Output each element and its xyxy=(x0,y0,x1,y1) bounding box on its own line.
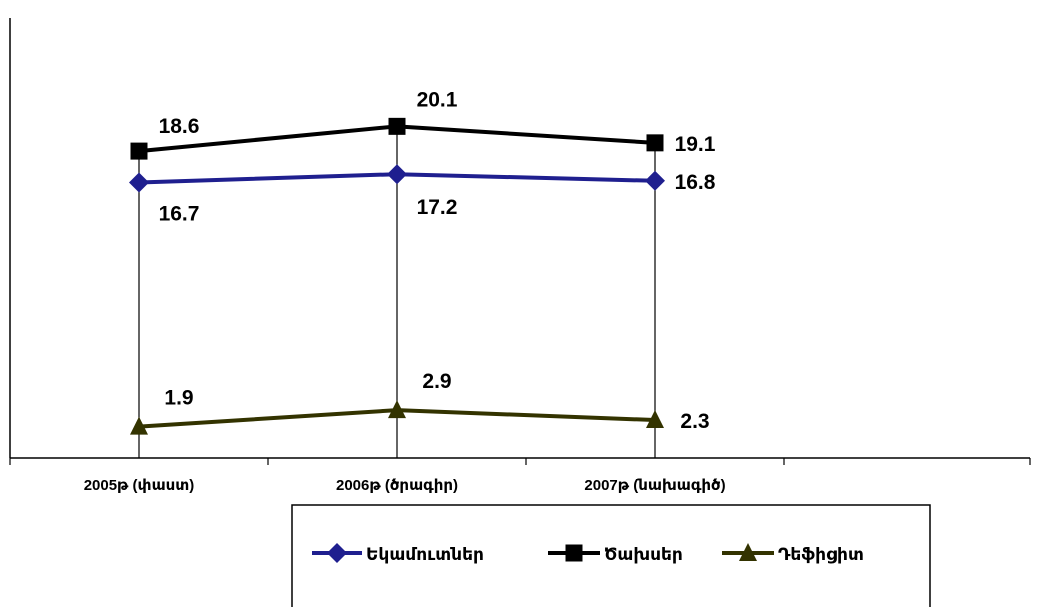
legend-expenses-marker xyxy=(565,544,583,562)
deficit-point-1 xyxy=(130,416,148,435)
income-data-label-2: 17.2 xyxy=(417,196,458,219)
expenses-point-2 xyxy=(388,117,406,135)
legend-box xyxy=(291,504,931,607)
legend-deficit-marker xyxy=(739,543,757,561)
deficit-data-label-1: 1.9 xyxy=(164,387,193,410)
income-point-3 xyxy=(645,170,665,191)
expenses-data-label-3: 19.1 xyxy=(675,133,716,156)
legend-expenses-label: Ծախսեր xyxy=(604,545,683,564)
income-point-1 xyxy=(129,172,149,193)
income-data-label-3: 16.8 xyxy=(675,171,716,194)
legend-deficit-label: Դեֆիցիտ xyxy=(778,545,864,564)
expenses-data-label-1: 18.6 xyxy=(159,115,200,138)
expenses-point-1 xyxy=(130,142,148,160)
x-tick-label-2: 2006թ (ծրագիր) xyxy=(336,477,458,494)
x-tick-label-3: 2007թ (նախագիծ) xyxy=(584,477,725,494)
expenses-data-label-2: 20.1 xyxy=(417,88,458,111)
x-tick-label-1: 2005թ (փաստ) xyxy=(84,477,195,494)
deficit-point-2 xyxy=(388,400,406,419)
income-point-2 xyxy=(387,164,407,185)
deficit-data-label-2: 2.9 xyxy=(422,370,451,393)
deficit-data-label-3: 2.3 xyxy=(680,410,709,433)
legend-income-marker xyxy=(327,543,347,563)
income-data-label-1: 16.7 xyxy=(159,202,200,225)
legend-income-label: Եկամուտներ xyxy=(366,545,484,564)
expenses-point-3 xyxy=(646,134,664,152)
deficit-point-3 xyxy=(646,410,664,429)
